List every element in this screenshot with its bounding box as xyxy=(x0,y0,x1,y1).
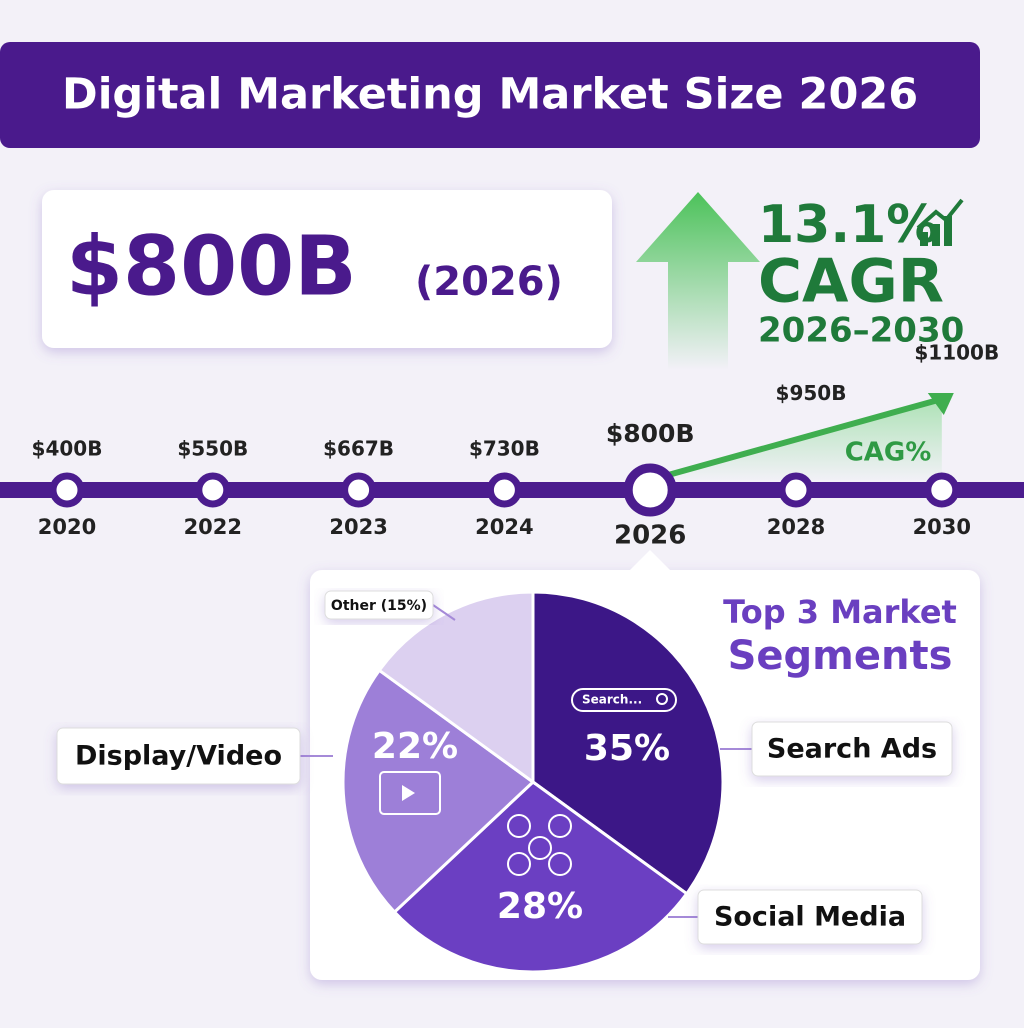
chart-icon xyxy=(916,198,964,246)
pie-title-line: Top 3 Market xyxy=(723,593,957,631)
timeline-node xyxy=(623,463,677,517)
year-label: 2028 xyxy=(767,515,825,539)
growth-arrow xyxy=(636,192,760,370)
trend-line xyxy=(649,396,943,483)
slice-label: 22% xyxy=(372,726,458,767)
legend-box xyxy=(56,727,301,785)
pie-slice xyxy=(392,780,689,974)
year-label: 2024 xyxy=(475,515,533,539)
timeline-node xyxy=(341,472,377,508)
pie-slice xyxy=(531,590,725,896)
cagr-period: 2026–2030 xyxy=(758,311,964,351)
pie-title-line: Segments xyxy=(728,633,953,679)
value-label: $400B xyxy=(32,437,103,461)
slice-label: 35% xyxy=(584,728,670,769)
year-label: 2023 xyxy=(329,515,387,539)
headline-value: $800B xyxy=(66,219,357,314)
pie-slice xyxy=(341,668,536,915)
value-label: $950B xyxy=(776,381,847,405)
search-placeholder: Search... xyxy=(582,693,642,707)
card-pointer xyxy=(628,550,672,572)
value-label: $800B xyxy=(606,419,695,448)
headline-year: (2026) xyxy=(415,259,563,305)
slice-label: 28% xyxy=(497,886,583,927)
search-glass xyxy=(656,693,668,705)
legend-label: Display/Video xyxy=(75,741,282,772)
pie-slice xyxy=(377,590,535,785)
legend-label: Other (15%) xyxy=(331,598,427,614)
legend-label: Search Ads xyxy=(767,734,937,765)
legend-label: Social Media xyxy=(714,902,906,933)
social-icon xyxy=(548,852,572,876)
social-icon xyxy=(548,814,572,838)
leader-line xyxy=(432,604,456,621)
trend-arrowhead xyxy=(927,393,954,415)
video-icon xyxy=(379,771,441,815)
value-label: $550B xyxy=(177,437,248,461)
value-label: $1100B xyxy=(914,341,999,365)
legend-box xyxy=(324,590,434,620)
header-title: Digital Marketing Market Size 2026 xyxy=(62,70,918,120)
cagr-label: CAGR xyxy=(758,247,944,317)
timeline-node xyxy=(778,472,814,508)
value-label: $730B xyxy=(469,437,540,461)
trend-annotation: CAG% xyxy=(845,438,932,468)
year-label: 2030 xyxy=(913,515,971,539)
legend-box xyxy=(751,721,953,777)
timeline-node xyxy=(195,472,231,508)
headline-card xyxy=(42,190,612,348)
pie-title: Top 3 Market Segments xyxy=(723,593,957,679)
search-icon-box xyxy=(571,688,677,712)
year-label: 2020 xyxy=(38,515,96,539)
timeline-node xyxy=(924,472,960,508)
cagr-rate: 13.1% xyxy=(758,195,938,255)
legend-box xyxy=(697,889,923,945)
timeline-node xyxy=(486,472,522,508)
social-icon xyxy=(528,836,552,860)
header-bar xyxy=(0,42,980,148)
play-icon xyxy=(402,785,415,801)
value-label: $667B xyxy=(323,437,394,461)
year-label: 2026 xyxy=(614,521,686,551)
year-label: 2022 xyxy=(184,515,242,539)
social-icon xyxy=(507,814,531,838)
timeline-node xyxy=(49,472,85,508)
social-icon xyxy=(507,852,531,876)
